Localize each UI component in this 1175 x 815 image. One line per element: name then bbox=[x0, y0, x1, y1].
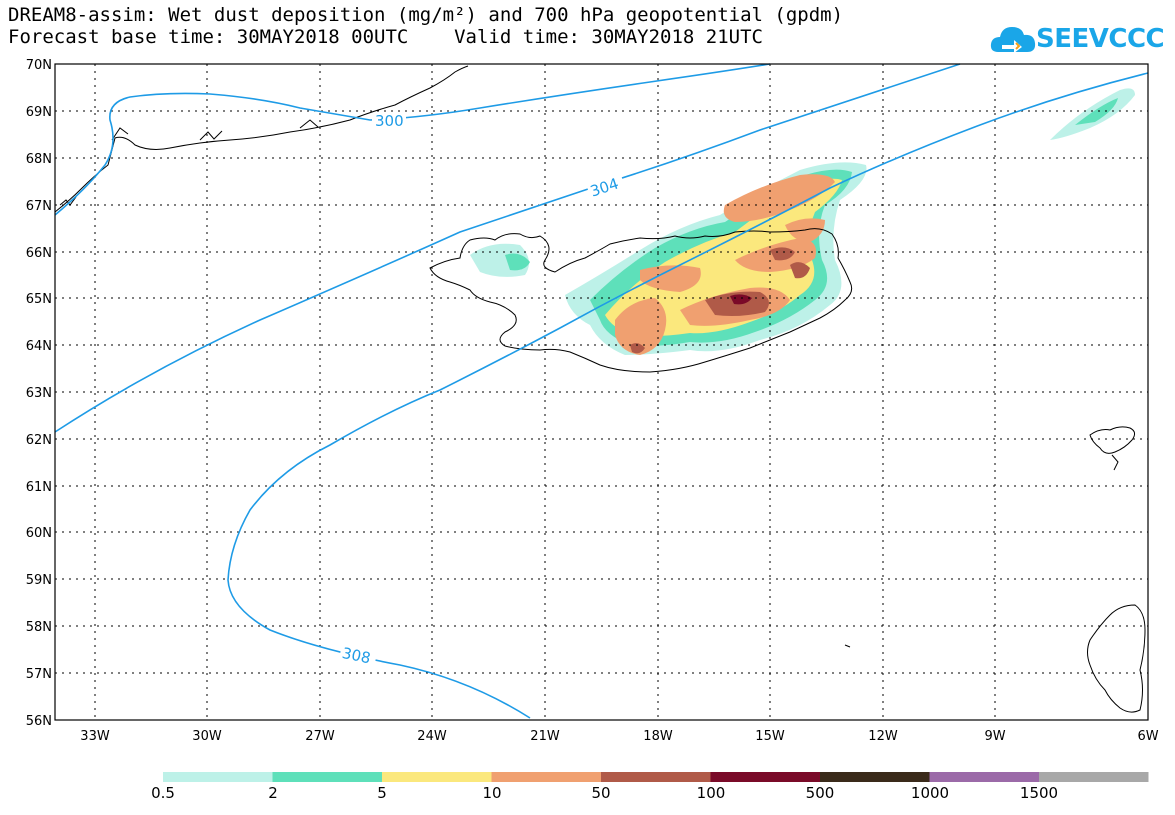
legend-swatch bbox=[382, 772, 492, 782]
legend-label: 1000 bbox=[910, 784, 950, 802]
contour-labels: 300 304 308 bbox=[338, 112, 626, 668]
lat-label: 58N bbox=[26, 620, 52, 635]
legend-swatch bbox=[820, 772, 930, 782]
logo-text: SEEVCCC bbox=[1036, 24, 1165, 54]
lon-label: 21W bbox=[530, 729, 560, 744]
map-title: DREAM8-assim: Wet dust deposition (mg/m²… bbox=[8, 4, 844, 26]
cloud-icon bbox=[990, 27, 1036, 53]
lat-lon-grid bbox=[55, 64, 1148, 720]
legend-swatch bbox=[929, 772, 1039, 782]
legend-swatch bbox=[272, 772, 382, 782]
lon-label: 15W bbox=[755, 729, 785, 744]
lat-label: 61N bbox=[26, 480, 52, 495]
dust-deposition-field bbox=[470, 88, 1135, 355]
lon-label: 30W bbox=[192, 729, 222, 744]
lat-label: 57N bbox=[26, 667, 52, 682]
map-frame bbox=[54, 63, 1149, 721]
legend-swatch bbox=[710, 772, 820, 782]
lat-label: 68N bbox=[26, 152, 52, 167]
legend-label: 5 bbox=[377, 784, 387, 802]
lat-label: 62N bbox=[26, 433, 52, 448]
legend-swatch bbox=[163, 772, 273, 782]
lat-label: 60N bbox=[26, 526, 52, 541]
lat-label: 69N bbox=[26, 105, 52, 120]
contour-label-304: 304 bbox=[588, 175, 621, 201]
lon-label: 12W bbox=[868, 729, 898, 744]
lon-label: 24W bbox=[417, 729, 447, 744]
coastlines bbox=[54, 65, 1146, 713]
legend-swatch bbox=[1039, 772, 1149, 782]
lat-label: 63N bbox=[26, 386, 52, 401]
legend-label: 500 bbox=[805, 784, 835, 802]
latitude-labels: 70N 69N 68N 67N 66N 65N 64N 63N 62N 61N … bbox=[26, 58, 52, 729]
legend-label: 100 bbox=[696, 784, 726, 802]
seevccc-logo: SEEVCCC bbox=[990, 22, 1165, 56]
legend-swatch bbox=[601, 772, 711, 782]
longitude-labels: 33W 30W 27W 24W 21W 18W 15W 12W 9W 6W bbox=[80, 729, 1158, 744]
lat-label: 70N bbox=[26, 58, 52, 73]
lon-label: 33W bbox=[80, 729, 110, 744]
lat-label: 56N bbox=[26, 714, 52, 729]
legend-label: 0.5 bbox=[151, 784, 175, 802]
lat-label: 64N bbox=[26, 339, 52, 354]
legend-label: 2 bbox=[268, 784, 278, 802]
lon-label: 9W bbox=[984, 729, 1005, 744]
lat-label: 65N bbox=[26, 292, 52, 307]
lat-label: 67N bbox=[26, 199, 52, 214]
lon-label: 27W bbox=[305, 729, 335, 744]
legend-swatch bbox=[491, 772, 601, 782]
legend-label: 50 bbox=[591, 784, 611, 802]
legend-label: 1500 bbox=[1019, 784, 1059, 802]
forecast-times: Forecast base time: 30MAY2018 00UTC Vali… bbox=[8, 26, 763, 48]
lon-label: 18W bbox=[643, 729, 673, 744]
geopotential-contours bbox=[54, 63, 1149, 719]
legend-label: 10 bbox=[482, 784, 502, 802]
contour-label-300: 300 bbox=[375, 112, 404, 130]
lat-label: 59N bbox=[26, 573, 52, 588]
legend-colorbar bbox=[163, 772, 1149, 782]
lat-label: 66N bbox=[26, 246, 52, 261]
lon-label: 6W bbox=[1137, 729, 1158, 744]
contour-label-308: 308 bbox=[340, 644, 372, 668]
